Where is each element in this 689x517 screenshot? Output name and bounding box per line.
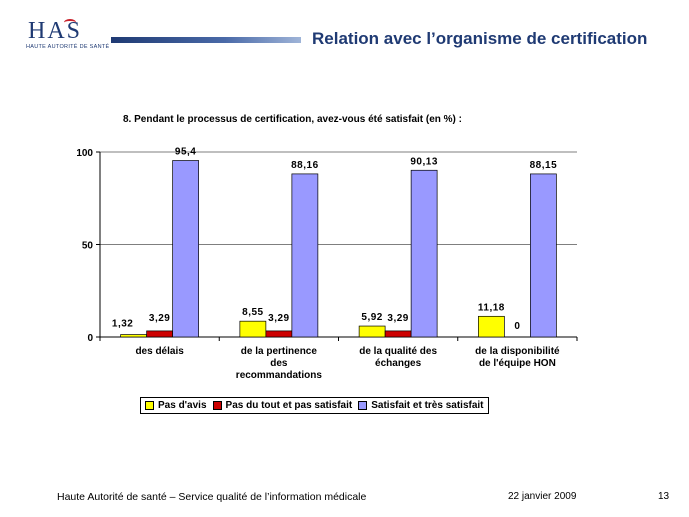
- slide-title: Relation avec l’organisme de certificati…: [312, 29, 648, 48]
- legend-item-pas-avis: Pas d'avis: [145, 400, 207, 411]
- data-label: 88,16: [291, 160, 319, 171]
- category-label-line: de la qualité des: [359, 346, 438, 357]
- category-label-line: recommandations: [235, 370, 322, 381]
- data-label: 8,55: [242, 307, 263, 318]
- legend-label: Pas d'avis: [158, 400, 207, 411]
- legend-label: Satisfait et très satisfait: [371, 400, 484, 411]
- legend-item-satisfait: Satisfait et très satisfait: [358, 400, 484, 411]
- legend-swatch-yellow: [145, 401, 154, 410]
- bar: [358, 325, 386, 338]
- bar: [291, 173, 319, 338]
- logo-arc-icon: [64, 19, 76, 26]
- data-label: 95,4: [175, 147, 196, 158]
- y-tick-label: 50: [82, 241, 94, 252]
- category-label-line: de l'équipe HON: [478, 358, 556, 369]
- legend-item-pas-satisfait: Pas du tout et pas satisfait: [212, 400, 353, 411]
- bar: [172, 160, 199, 338]
- has-logo: HAS HAUTE AUTORITÉ DE SANTÉ: [26, 18, 112, 54]
- bar: [120, 334, 147, 338]
- category-label-line: de la disponibilité: [475, 346, 560, 357]
- page-number: 13: [658, 491, 670, 502]
- footer-organization: Haute Autorité de santé – Service qualit…: [57, 491, 367, 503]
- category-label-line: des délais: [135, 346, 184, 357]
- bar: [265, 330, 293, 338]
- footer-date: 22 janvier 2009: [508, 491, 577, 502]
- bar: [478, 315, 505, 338]
- data-label: 90,13: [410, 156, 438, 167]
- bar: [239, 320, 267, 338]
- legend-swatch-red: [212, 401, 222, 410]
- bar: [146, 330, 173, 338]
- y-tick-label: 0: [87, 333, 93, 344]
- data-label: 88,15: [530, 160, 558, 171]
- chart-title: 8. Pendant le processus de certification…: [123, 114, 462, 125]
- legend-label: Pas du tout et pas satisfait: [225, 400, 353, 411]
- data-label: 0: [514, 321, 520, 332]
- data-label: 11,18: [478, 302, 505, 313]
- data-label: 1,32: [112, 319, 133, 330]
- y-tick-label: 100: [76, 148, 93, 159]
- category-label: des délais: [101, 346, 219, 358]
- data-label: 3,29: [268, 313, 289, 324]
- legend-swatch-blue: [358, 401, 368, 410]
- category-label-line: de la pertinence: [240, 346, 317, 357]
- data-label: 3,29: [387, 313, 408, 324]
- chart-legend: Pas d'avis Pas du tout et pas satisfait …: [140, 397, 489, 414]
- category-label-line: des: [270, 358, 288, 369]
- data-label: 3,29: [149, 313, 170, 324]
- bar-chart: 0 50 100 1,32 3,29 95,4 8,55 3,29 88,16 5,92 3,29 9…: [76, 147, 578, 344]
- bar: [530, 173, 557, 338]
- bar: [410, 169, 438, 338]
- logo-subtitle: HAUTE AUTORITÉ DE SANTÉ: [26, 44, 110, 50]
- bar: [384, 330, 412, 338]
- title-accent-bar: [111, 37, 301, 43]
- data-label: 5,92: [361, 312, 382, 323]
- category-label: de la disponibilité de l'équipe HON: [458, 346, 576, 370]
- category-label: de la qualité des échanges: [339, 346, 457, 370]
- category-label-line: échanges: [375, 358, 422, 369]
- category-label: de la pertinence des recommandations: [220, 346, 338, 382]
